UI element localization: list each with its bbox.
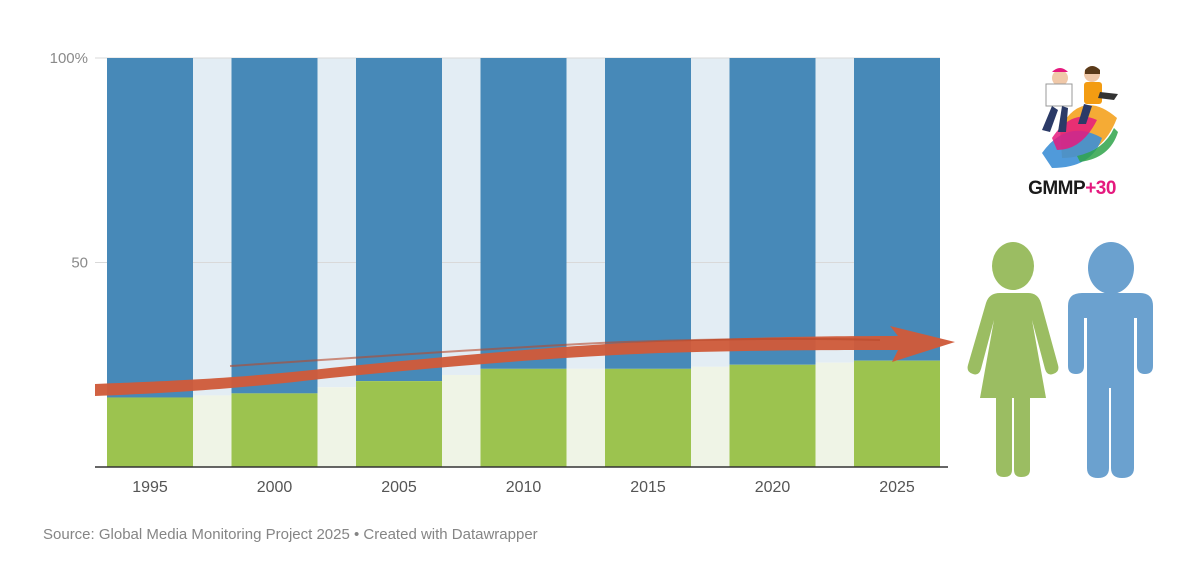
x-tick-label: 2015 (630, 479, 666, 496)
y-tick-label: 100% (50, 50, 88, 67)
bar-men-1995 (107, 58, 193, 398)
gap-band-bottom (815, 362, 854, 467)
bar-men-2000 (231, 58, 318, 394)
axes: 100% 50 1995 2000 2005 2010 2015 2020 2025 (50, 50, 948, 496)
man-icon (1068, 242, 1153, 478)
gap-bands (193, 58, 854, 467)
bar-men-2005 (356, 58, 442, 382)
bar-women-2005 (356, 381, 442, 467)
x-tick-label: 2020 (755, 479, 791, 496)
gap-band-bottom (442, 374, 481, 467)
gap-band-bottom (566, 368, 605, 467)
bar-women-1995 (107, 397, 193, 467)
x-tick-label: 2010 (506, 479, 542, 496)
bar-women-2015 (605, 368, 691, 467)
bar-men-2025 (854, 58, 940, 361)
trend-arrow-stroke (229, 338, 881, 367)
x-tick-label: 2025 (879, 479, 915, 496)
bar-women-2000 (231, 393, 318, 467)
gap-band-top (815, 58, 854, 363)
bar-men-2010 (480, 58, 567, 369)
gap-band-top (317, 58, 356, 388)
gmmp-logo-text: GMMP+30 (1022, 178, 1122, 200)
bar-men-2015 (605, 58, 691, 369)
bar-men-2020 (729, 58, 816, 365)
gap-band-bottom (193, 395, 232, 467)
gap-band-bottom (317, 387, 356, 467)
gap-band-top (193, 58, 232, 396)
trend-arrow-body (95, 326, 955, 396)
gmmp-illustration (1042, 66, 1118, 168)
x-tick-label: 1995 (132, 479, 168, 496)
y-tick-label: 50 (71, 255, 88, 272)
gap-band-top (566, 58, 605, 369)
x-tick-label: 2005 (381, 479, 417, 496)
bars (107, 58, 940, 467)
gap-band-bottom (691, 366, 730, 467)
gap-band-top (442, 58, 481, 375)
gmmp-logo-accent: +30 (1085, 178, 1116, 199)
gmmp-logo-main: GMMP (1028, 178, 1086, 199)
gmmp-logo: GMMP+30 (1022, 58, 1122, 208)
woman-icon (967, 242, 1059, 477)
bar-women-2010 (480, 368, 567, 467)
gap-band-top (691, 58, 730, 367)
bar-women-2020 (729, 364, 816, 467)
bar-women-2025 (854, 360, 940, 467)
source-note: Source: Global Media Monitoring Project … (43, 526, 538, 543)
x-tick-label: 2000 (257, 479, 293, 496)
trend-arrow (95, 326, 955, 396)
